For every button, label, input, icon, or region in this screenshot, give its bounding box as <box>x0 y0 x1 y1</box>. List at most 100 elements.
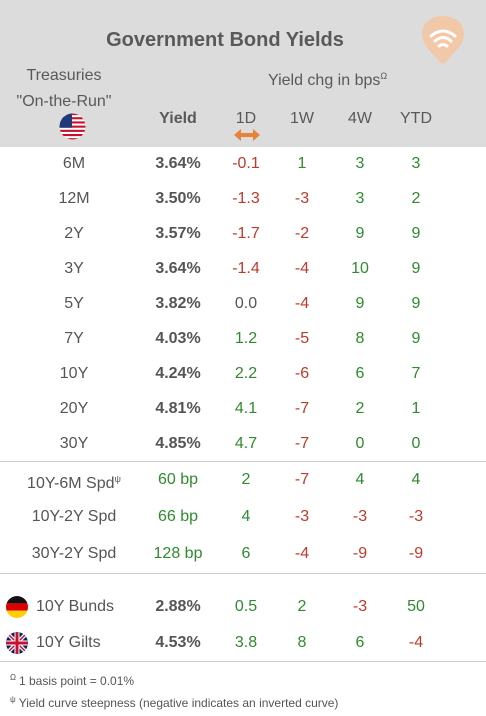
change-ytd: 4 <box>411 471 421 488</box>
table-row: 30Y 4.85% 4.7 -7 0 0 <box>0 426 486 461</box>
change-4w: 6 <box>355 634 365 651</box>
change-4w: 4 <box>355 471 365 488</box>
change-1w: -3 <box>294 190 310 207</box>
row-label: 10Y-2Y Spd <box>31 508 117 525</box>
change-1d: -1.4 <box>232 260 260 277</box>
change-1w: 1 <box>297 155 307 172</box>
change-ytd: 9 <box>411 225 421 242</box>
column-header-1d: 1D <box>235 110 257 127</box>
page-title: Government Bond Yields <box>106 29 344 51</box>
row-label: 12M <box>58 190 90 207</box>
yield-value: 3.64% <box>155 155 201 172</box>
change-4w: 6 <box>355 365 365 382</box>
column-header-1w: 1W <box>290 110 314 127</box>
yield-value: 3.57% <box>155 225 201 242</box>
change-4w: 9 <box>355 295 365 312</box>
yield-value: 4.24% <box>155 365 201 382</box>
us-flag-icon <box>59 113 86 140</box>
change-4w: 0 <box>355 435 365 452</box>
table-row: 10Y Bunds 2.88% 0.5 2 -3 50 <box>0 589 486 624</box>
change-ytd: 9 <box>411 260 421 277</box>
change-4w: -3 <box>352 508 368 525</box>
double-arrow-icon <box>234 129 260 141</box>
change-4w: 3 <box>355 155 365 172</box>
yield-value: 4.03% <box>155 330 201 347</box>
yield-value: 3.82% <box>155 295 201 312</box>
change-1w: -2 <box>294 225 310 242</box>
change-1d: 6 <box>241 545 251 562</box>
row-label: 10Y Bunds <box>36 598 114 615</box>
table-row: 10Y 4.24% 2.2 -6 6 7 <box>0 356 486 391</box>
change-1d: 4 <box>241 508 251 525</box>
change-1w: -7 <box>294 400 310 417</box>
row-label: 30Y <box>59 435 89 452</box>
change-ytd: -3 <box>408 508 424 525</box>
table-row: 20Y 4.81% 4.1 -7 2 1 <box>0 391 486 426</box>
row-label: 10Y <box>59 365 89 382</box>
wifi-signal-logo-icon <box>422 16 464 64</box>
yield-value: 60 bp <box>157 471 199 488</box>
divider <box>0 661 486 662</box>
divider <box>0 461 486 462</box>
change-4w: -3 <box>352 598 368 615</box>
change-ytd: 9 <box>411 330 421 347</box>
change-1d: -0.1 <box>232 155 260 172</box>
yield-value: 66 bp <box>157 508 199 525</box>
change-1d: 4.7 <box>234 435 258 452</box>
treasuries-label: Treasuries <box>26 67 102 84</box>
table-row: 5Y 3.82% 0.0 -4 9 9 <box>0 286 486 321</box>
change-1w: -4 <box>294 260 310 277</box>
change-ytd: 1 <box>411 400 421 417</box>
change-4w: -9 <box>352 545 368 562</box>
row-label-text: 10Y-6M Spd <box>27 475 115 492</box>
change-1d: 2 <box>241 471 251 488</box>
change-1d: 0.0 <box>234 295 258 312</box>
change-ytd: 0 <box>411 435 421 452</box>
row-label: 10Y Gilts <box>36 634 101 651</box>
change-1w: -5 <box>294 330 310 347</box>
change-1d: 3.8 <box>234 634 258 651</box>
divider <box>0 573 486 574</box>
table-row: 10Y-2Y Spd 66 bp 4 -3 -3 -3 <box>0 499 486 534</box>
change-1w: -7 <box>294 435 310 452</box>
table-row: 2Y 3.57% -1.7 -2 9 9 <box>0 216 486 251</box>
germany-flag-icon <box>6 596 28 618</box>
yield-change-label: Yield chg in bpsΩ <box>268 71 388 89</box>
change-ytd: 3 <box>411 155 421 172</box>
change-4w: 3 <box>355 190 365 207</box>
change-ytd: 50 <box>407 598 425 615</box>
row-label: 7Y <box>64 330 84 347</box>
column-header-4w: 4W <box>348 110 372 127</box>
change-1w: -3 <box>294 508 310 525</box>
change-1w: 2 <box>297 598 307 615</box>
table-row: 12M 3.50% -1.3 -3 3 2 <box>0 181 486 216</box>
row-label: 5Y <box>64 295 84 312</box>
uk-flag-icon <box>6 632 28 654</box>
table-row: 10Y-6M Spdψ 60 bp 2 -7 4 4 <box>0 462 486 497</box>
change-1d: 2.2 <box>234 365 258 382</box>
table-row: 30Y-2Y Spd 128 bp 6 -4 -9 -9 <box>0 536 486 571</box>
column-header-yield: Yield <box>159 110 197 127</box>
change-1d: -1.7 <box>232 225 260 242</box>
table-row: 3Y 3.64% -1.4 -4 10 9 <box>0 251 486 286</box>
column-header-ytd: YTD <box>400 110 432 127</box>
yield-value: 4.53% <box>155 634 201 651</box>
footnote-yield-curve: ψ Yield curve steepness (negative indicat… <box>10 695 339 710</box>
table-header: Government Bond Yields Treasuries "On-th… <box>0 0 486 147</box>
change-ytd: 2 <box>411 190 421 207</box>
change-1w: 8 <box>297 634 307 651</box>
on-the-run-label: "On-the-Run" <box>16 93 112 110</box>
yield-value: 3.50% <box>155 190 201 207</box>
yield-value: 2.88% <box>155 598 201 615</box>
change-4w: 2 <box>355 400 365 417</box>
yield-value: 128 bp <box>153 545 203 562</box>
table-row: 7Y 4.03% 1.2 -5 8 9 <box>0 321 486 356</box>
row-label: 20Y <box>59 400 89 417</box>
change-4w: 10 <box>351 260 369 277</box>
row-label: 6M <box>62 155 86 172</box>
yield-value: 3.64% <box>155 260 201 277</box>
yield-value: 4.85% <box>155 435 201 452</box>
change-1w: -7 <box>294 471 310 488</box>
change-1d: 1.2 <box>234 330 258 347</box>
